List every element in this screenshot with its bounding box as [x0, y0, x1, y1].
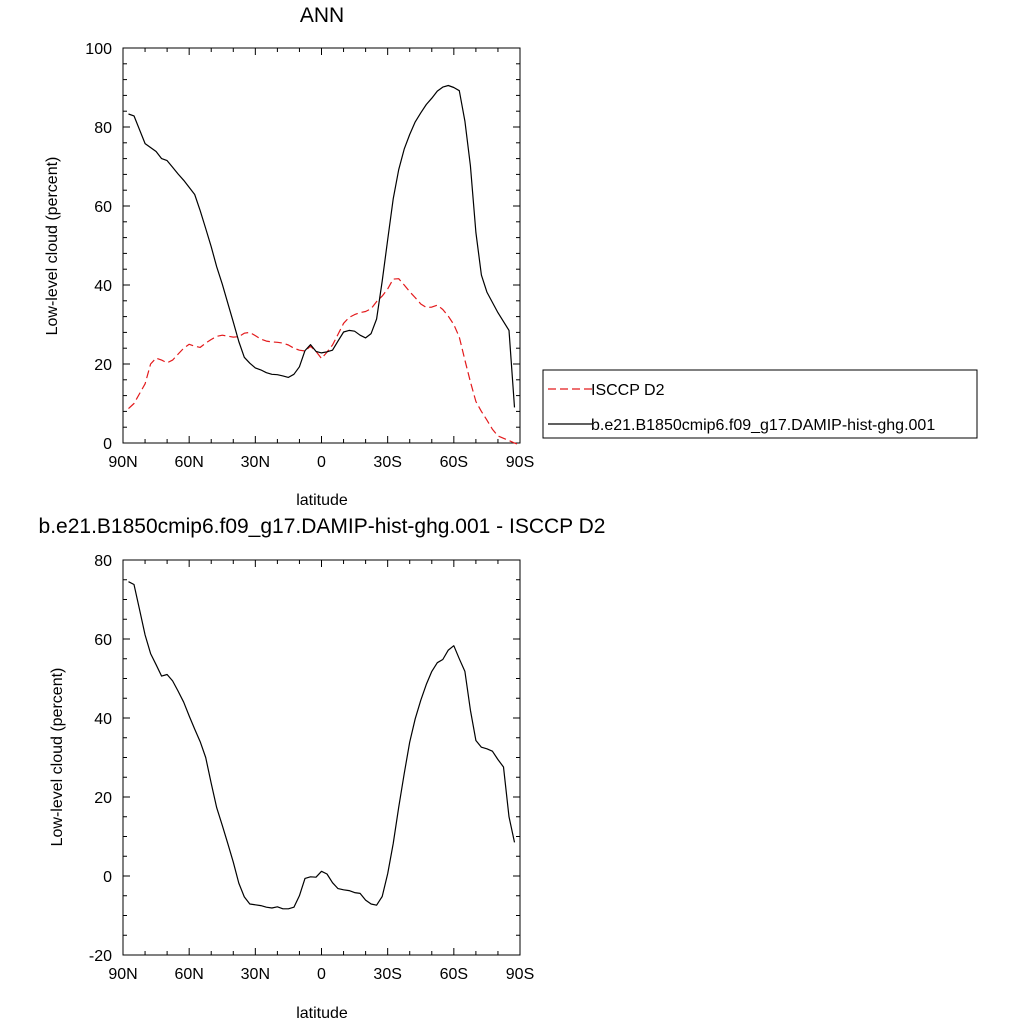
top-x-tick-label: 30S: [373, 454, 401, 471]
bottom-x-tick-label: 0: [317, 966, 326, 983]
top-x-tick-label: 90S: [506, 454, 534, 471]
top-y-tick-label: 20: [94, 357, 112, 374]
legend-label-model: b.e21.B1850cmip6.f09_g17.DAMIP-hist-ghg.…: [591, 417, 935, 434]
bottom-plot-frame: [122, 559, 521, 956]
panel-bottom: b.e21.B1850cmip6.f09_g17.DAMIP-hist-ghg.…: [39, 515, 606, 1022]
top-y-tick-label: 60: [94, 199, 112, 216]
bottom-x-tick-label: 60N: [174, 966, 203, 983]
bottom-series-line-0: [128, 581, 516, 910]
bottom-y-axis-label: Low-level cloud (percent): [49, 668, 66, 847]
legend-label-isccp: ISCCP D2: [591, 382, 665, 399]
top-y-tick-label: 80: [94, 120, 112, 137]
top-plot-area: 90N 60N 30N 0 30S 60S 90S 0 20 40 60 80 100: [85, 41, 534, 471]
top-plot-frame: [122, 47, 521, 444]
top-x-tick-label: 60S: [440, 454, 468, 471]
top-chart-title: ANN: [300, 4, 344, 27]
top-y-tick-label: 40: [94, 278, 112, 295]
panel-top: ANN latitude Low-level cloud (percent) 9…: [44, 4, 534, 509]
top-y-tick-label: 100: [85, 41, 112, 58]
top-x-tick-label: 0: [317, 454, 326, 471]
top-series-line-1: [128, 84, 516, 408]
bottom-x-tick-label: 60S: [440, 966, 468, 983]
top-y-axis-label: Low-level cloud (percent): [44, 157, 61, 336]
bottom-y-tick-label: 80: [94, 553, 112, 570]
top-x-tick-label: 60N: [174, 454, 203, 471]
bottom-x-tick-label: 30S: [373, 966, 401, 983]
top-series-line-0: [128, 278, 519, 445]
bottom-y-tick-label: -20: [89, 948, 112, 965]
bottom-chart-title: b.e21.B1850cmip6.f09_g17.DAMIP-hist-ghg.…: [39, 515, 606, 538]
top-x-axis-label: latitude: [296, 492, 348, 509]
legend: ISCCP D2 b.e21.B1850cmip6.f09_g17.DAMIP-…: [542, 369, 978, 439]
bottom-y-tick-label: 60: [94, 632, 112, 649]
top-y-tick-label: 0: [103, 436, 112, 453]
top-x-tick-label: 30N: [241, 454, 270, 471]
bottom-x-tick-label: 90S: [506, 966, 534, 983]
bottom-x-axis-label: latitude: [296, 1005, 348, 1022]
bottom-y-tick-label: 40: [94, 711, 112, 728]
legend-box: [542, 369, 978, 439]
bottom-x-tick-label: 30N: [241, 966, 270, 983]
top-x-tick-label: 90N: [108, 454, 137, 471]
bottom-x-tick-label: 90N: [108, 966, 137, 983]
bottom-y-tick-label: 20: [94, 790, 112, 807]
bottom-plot-area: 90N 60N 30N 0 30S 60S 90S -20 0 20 40 60 80: [89, 553, 534, 983]
bottom-y-tick-label: 0: [103, 869, 112, 886]
